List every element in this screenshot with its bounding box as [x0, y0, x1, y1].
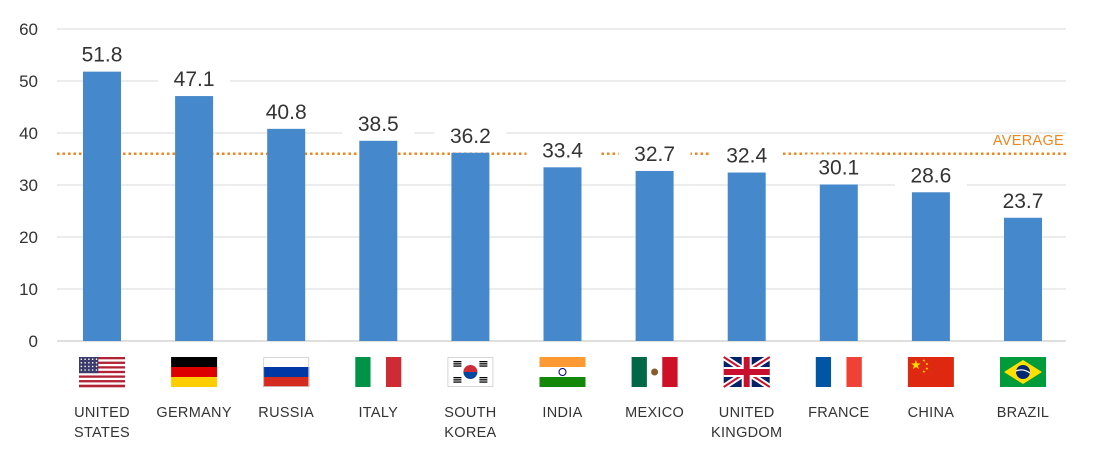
bar: [359, 140, 398, 341]
value-label: 23.7: [1003, 190, 1044, 213]
value-label: 38.5: [358, 113, 399, 136]
bar: [543, 167, 582, 341]
value-label: 33.4: [542, 139, 583, 162]
category-label: GERMANY: [156, 405, 231, 421]
value-label: 32.7: [634, 143, 675, 166]
us-flag: [79, 357, 125, 388]
bar: [1004, 217, 1042, 341]
italy-flag: [355, 357, 402, 387]
y-tick-label: 50: [19, 72, 38, 91]
bar: [819, 184, 858, 341]
value-label-background: [66, 41, 138, 68]
india-flag: [539, 357, 586, 387]
y-tick-label: 30: [19, 176, 38, 195]
y-tick-label: 10: [19, 280, 38, 299]
value-label: 30.1: [818, 156, 859, 179]
category-label: STATES: [74, 425, 130, 441]
value-label: 36.2: [450, 125, 491, 148]
value-label: 28.6: [910, 164, 951, 187]
category-label: UNITED: [719, 405, 775, 421]
germany-flag: [171, 357, 218, 387]
category-label: FRANCE: [808, 405, 869, 421]
category-label: INDIA: [542, 405, 582, 421]
value-label-background: [987, 187, 1059, 214]
bar: [911, 192, 950, 341]
category-label: KINGDOM: [711, 425, 782, 441]
mexico-flag: [631, 357, 678, 387]
value-label-background: [250, 98, 323, 125]
bar: [635, 170, 674, 341]
y-tick-label: 20: [19, 228, 38, 247]
china-flag: [907, 357, 954, 387]
category-label: BRAZIL: [997, 405, 1050, 421]
value-label: 51.8: [82, 44, 123, 67]
bar: [83, 71, 121, 341]
south-korea-flag: [447, 357, 494, 387]
bar: [727, 172, 766, 341]
category-label: UNITED: [74, 405, 130, 421]
category-label: CHINA: [908, 405, 955, 421]
bar: [267, 128, 306, 341]
y-tick-label: 60: [19, 20, 38, 39]
france-flag: [815, 357, 862, 387]
category-label: RUSSIA: [258, 405, 314, 421]
y-tick-label: 40: [19, 124, 38, 143]
uk-flag: [722, 354, 772, 390]
average-label: AVERAGE: [993, 133, 1064, 149]
y-tick-label: 0: [29, 332, 38, 351]
value-label-background: [158, 66, 231, 93]
value-label-background: [342, 110, 415, 137]
value-label-background: [894, 162, 967, 189]
value-label: 40.8: [266, 101, 307, 124]
value-label-background: [434, 122, 507, 149]
value-label-background: [618, 140, 691, 167]
value-label: 47.1: [174, 68, 215, 91]
bar: [175, 96, 214, 341]
value-label-background: [526, 137, 599, 164]
category-label: MEXICO: [625, 405, 684, 421]
category-label: SOUTH: [444, 405, 496, 421]
bar: [451, 152, 490, 341]
brazil-flag: [1000, 357, 1046, 387]
value-label-background: [710, 142, 783, 169]
russia-flag: [263, 357, 310, 387]
category-label: ITALY: [358, 405, 398, 421]
value-label: 32.4: [726, 145, 767, 168]
value-label-background: [802, 154, 875, 181]
category-label: KOREA: [444, 425, 496, 441]
